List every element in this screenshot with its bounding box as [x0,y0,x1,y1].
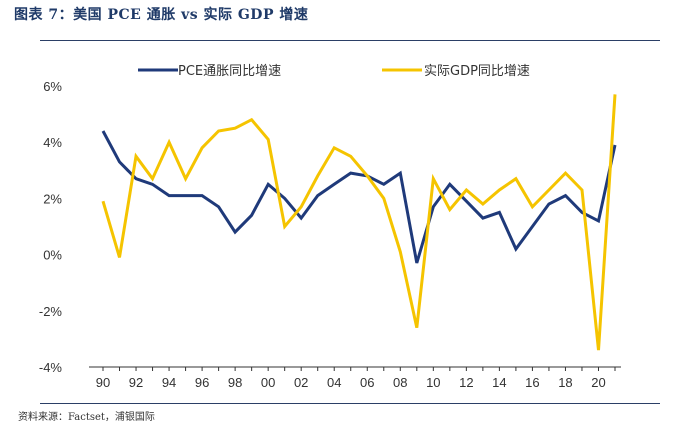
legend-label-gdp: 实际GDP同比增速 [424,64,530,79]
legend-label-pce: PCE通胀同比增速 [178,64,281,79]
x-tick-label: 10 [426,375,440,390]
y-tick-label: -4% [39,360,63,375]
x-axis-tick-labels: 90 92 94 96 98 00 02 04 06 08 10 12 14 16 18 20 [96,375,606,390]
x-tick-label: 92 [129,375,143,390]
x-tick-label: 90 [96,375,110,390]
y-tick-label: 2% [43,191,62,206]
figure-title: 图表 7：美国 PCE 通胀 vs 实际 GDP 增速 [14,7,309,23]
x-tick-label: 20 [591,375,605,390]
x-tick-label: 94 [162,375,176,390]
x-tick-label: 06 [360,375,374,390]
y-tick-label: 0% [43,248,62,263]
x-tick-label: 12 [459,375,473,390]
series-line-gdp [101,94,617,351]
x-tick-label: 96 [195,375,209,390]
x-tick-label: 04 [327,375,341,390]
series-lines [101,94,617,351]
y-tick-label: -2% [39,304,63,319]
x-tick-label: 08 [393,375,407,390]
bottom-rule [40,403,660,404]
x-axis-tick-marks [102,367,616,371]
series-line-pce [101,130,617,264]
x-tick-label: 18 [558,375,572,390]
y-axis-tick-labels: 6% 4% 2% 0% -2% -4% [39,79,63,375]
source-note: 资料来源：Factset，浦银国际 [18,412,155,423]
y-tick-label: 4% [43,135,62,150]
top-rule [40,40,660,41]
x-tick-label: 02 [294,375,308,390]
x-tick-label: 16 [525,375,539,390]
x-tick-label: 00 [261,375,275,390]
y-tick-label: 6% [43,79,62,94]
x-tick-label: 14 [492,375,506,390]
chart-legend: PCE通胀同比增速 实际GDP同比增速 [138,64,530,79]
x-tick-label: 98 [228,375,242,390]
